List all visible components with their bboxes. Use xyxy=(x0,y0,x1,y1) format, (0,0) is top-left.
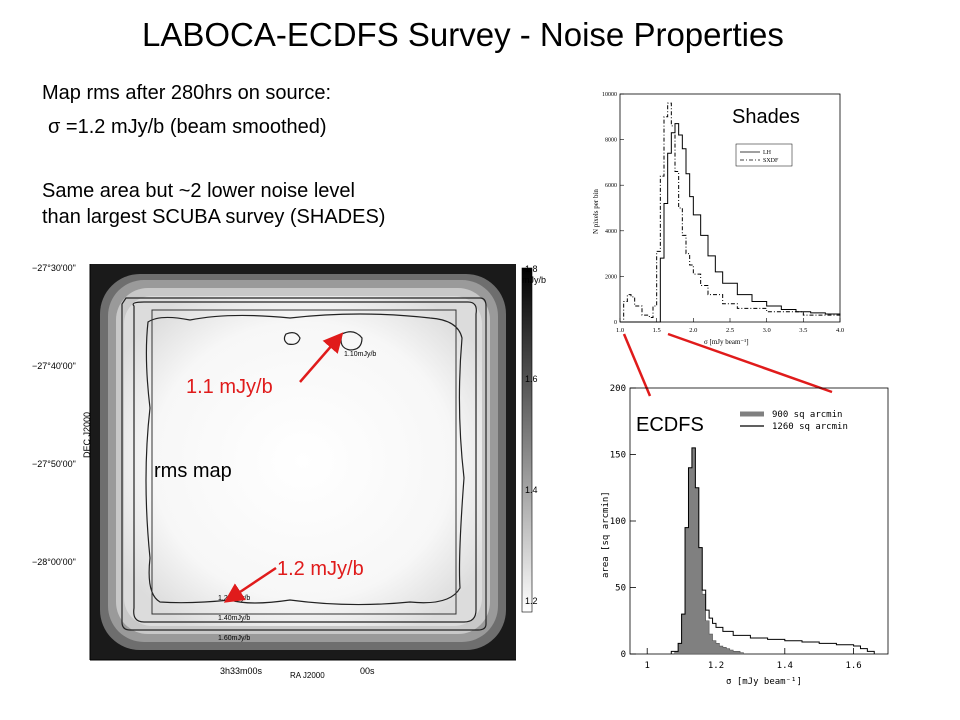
ecdfs-xtick-label: 1.4 xyxy=(777,661,793,671)
connector-right xyxy=(667,332,833,394)
ra-axis-label: RA J2000 xyxy=(290,671,325,680)
slide-title: LABOCA-ECDFS Survey - Noise Properties xyxy=(142,16,784,53)
colorbar xyxy=(521,267,533,613)
arrow-12 xyxy=(223,566,277,603)
shades-ytick-label: 6000 xyxy=(605,183,617,189)
shades-xtick-label: 1.5 xyxy=(653,327,661,334)
ecdfs-xtick-label: 1 xyxy=(644,661,649,671)
contour-label-110: 1.10mJy/b xyxy=(344,351,376,358)
shades-xlabel: σ [mJy beam⁻¹] xyxy=(704,338,749,346)
ecdfs-ylabel: area [sq arcmin] xyxy=(601,491,611,578)
dec-tick-1: −27°40'00" xyxy=(32,361,76,371)
contour-label-160: 1.60mJy/b xyxy=(218,635,250,642)
dec-axis-label: DEC J2000 xyxy=(82,412,92,458)
connector-left xyxy=(622,333,652,397)
shades-series-lh xyxy=(620,123,841,323)
ecdfs-legend-label: 1260 sq arcmin xyxy=(772,422,848,432)
shades-xtick-label: 2.5 xyxy=(726,327,734,334)
annotation-12: 1.2 mJy/b xyxy=(277,558,364,580)
colorbar-unit: mJy/b xyxy=(522,275,546,285)
shades-legend-label: LH xyxy=(763,150,772,156)
ecdfs-legend-label: 900 sq arcmin xyxy=(772,410,842,420)
ecdfs-ytick-label: 50 xyxy=(615,584,626,594)
text-line-4: than largest SCUBA survey (SHADES) xyxy=(42,206,386,228)
contour-140 xyxy=(132,301,477,623)
contour-120 xyxy=(145,313,465,606)
contour-160 xyxy=(121,297,487,631)
shades-xtick-label: 1.0 xyxy=(616,327,624,334)
ecdfs-series-1260 xyxy=(670,447,875,654)
contour-label-140: 1.40mJy/b xyxy=(218,615,250,622)
shades-xtick-label: 2.0 xyxy=(689,327,697,334)
shades-xtick-label: 3.0 xyxy=(763,327,771,334)
ecdfs-legend: 900 sq arcmin 1260 sq arcmin xyxy=(740,410,848,432)
ecdfs-ytick-label: 200 xyxy=(610,384,626,394)
shades-chart: 0 2000 4000 6000 8000 10000 1.0 1.5 2.0 2.5 3.0 3.… xyxy=(592,92,844,346)
colorbar-tick-18: 1.8 xyxy=(525,264,538,274)
survey-box xyxy=(151,309,457,615)
dec-tick-0: −27°30'00" xyxy=(32,263,76,273)
ecdfs-ytick-label: 0 xyxy=(621,650,626,660)
shades-label: Shades xyxy=(732,106,800,128)
shades-ylabel: N pixels per bin xyxy=(592,189,600,234)
colorbar-tick-14: 1.4 xyxy=(525,485,538,495)
ecdfs-chart: 0 50 100 150 200 1 1.2 1.4 1.6 900 sq arcmin 126… xyxy=(601,384,889,687)
rms-map-label: rms map xyxy=(154,460,232,482)
shades-legend-label: SXDF xyxy=(763,158,779,164)
ecdfs-ytick-label: 150 xyxy=(610,451,626,461)
ra-tick-2: 00s xyxy=(360,666,375,676)
shades-series-sxdf xyxy=(620,102,841,323)
colorbar-tick-12: 1.2 xyxy=(525,596,538,606)
shades-ytick-label: 4000 xyxy=(605,229,617,235)
shades-ytick-label: 10000 xyxy=(602,92,617,98)
shades-legend: LH SXDF xyxy=(735,143,793,167)
text-line-2: σ =1.2 mJy/b (beam smoothed) xyxy=(48,116,327,138)
shades-xtick-label: 4.0 xyxy=(836,327,844,334)
ecdfs-label: ECDFS xyxy=(636,414,704,436)
ecdfs-ytick-label: 100 xyxy=(610,517,626,527)
shades-legend-box xyxy=(735,143,793,167)
ecdfs-xtick-label: 1.6 xyxy=(845,661,861,671)
text-line-3: Same area but ~2 lower noise level xyxy=(42,180,355,202)
shades-xtick-label: 3.5 xyxy=(799,327,807,334)
arrow-11 xyxy=(299,332,344,383)
shades-ytick-label: 2000 xyxy=(605,274,617,280)
ecdfs-xlabel: σ [mJy beam⁻¹] xyxy=(726,677,802,687)
dec-tick-2: −27°50'00" xyxy=(32,459,76,469)
annotation-11: 1.1 mJy/b xyxy=(186,376,273,398)
ra-tick-1: 3h33m00s xyxy=(220,666,263,676)
shades-plot-frame xyxy=(619,93,841,323)
contour-110-small xyxy=(283,332,301,345)
text-line-1: Map rms after 280hrs on source: xyxy=(42,82,332,104)
ecdfs-xtick-label: 1.2 xyxy=(708,661,724,671)
shades-ytick-label: 8000 xyxy=(605,138,617,144)
rms-map-figure: 1.10mJy/b 1.20mJy/b 1.40mJy/b 1.60mJy/b … xyxy=(32,263,546,680)
colorbar-tick-16: 1.6 xyxy=(525,374,538,384)
dec-tick-3: −28°00'00" xyxy=(32,557,76,567)
shades-ytick-label: 0 xyxy=(614,320,617,326)
